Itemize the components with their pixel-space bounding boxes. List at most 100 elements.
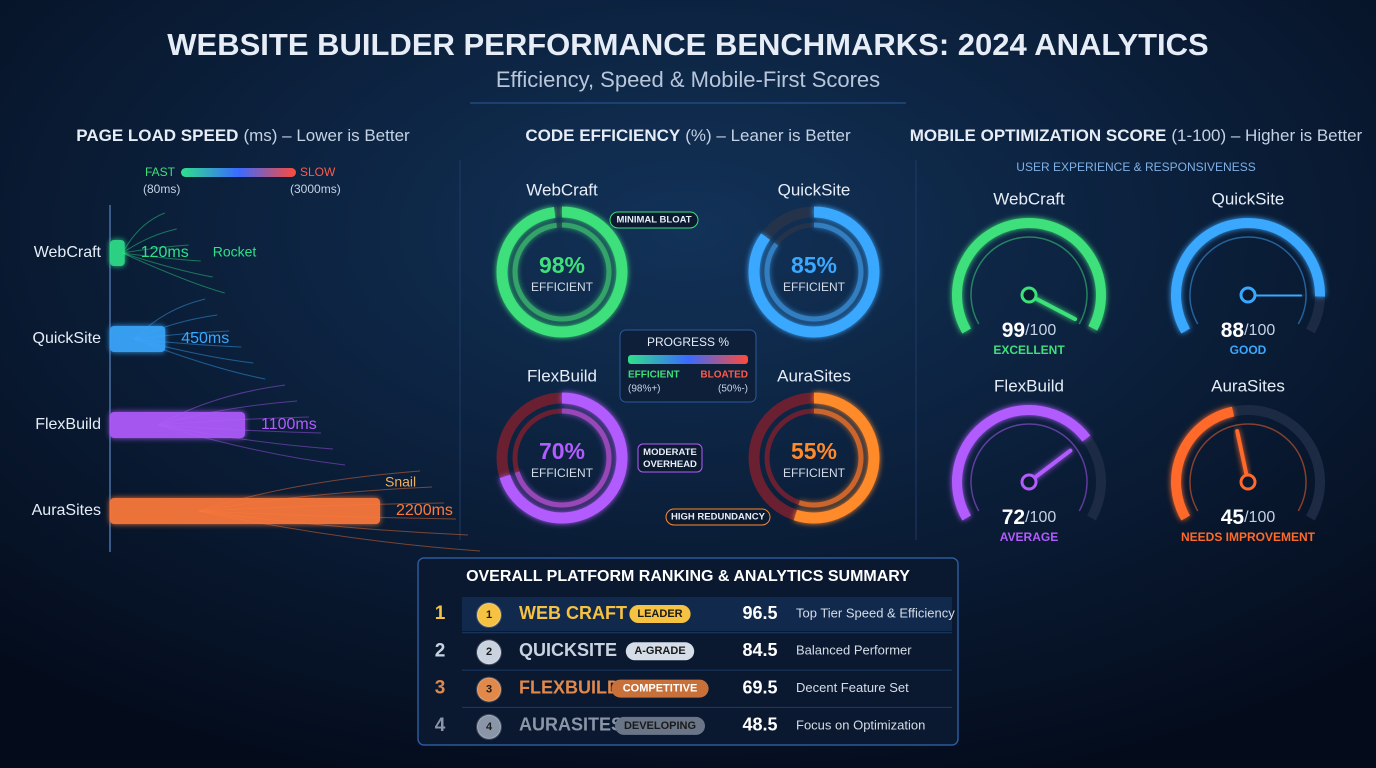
score: 45/100 — [1221, 506, 1276, 529]
section-title: MOBILE OPTIMIZATION SCORE (1-100) – Highe… — [910, 126, 1363, 145]
annotation-pill — [637, 443, 703, 473]
rating: GOOD — [1230, 343, 1267, 357]
value-caption: EFFICIENT — [783, 280, 846, 294]
speed-streak — [122, 252, 225, 294]
bar — [110, 240, 125, 266]
gauge-needle — [1246, 293, 1302, 299]
value-caption: EFFICIENT — [783, 466, 846, 480]
gauge-hub — [1020, 473, 1038, 491]
bar — [110, 498, 380, 524]
section-title-note: (1-100) – Higher is Better — [1171, 126, 1362, 145]
rank: 2 — [435, 640, 446, 661]
gauge-arc — [952, 405, 1091, 521]
donut-arc — [496, 392, 628, 524]
section-title: PAGE LOAD SPEED (ms) – Lower is Better — [76, 126, 410, 145]
row-highlight — [462, 597, 952, 631]
medal-rank: 4 — [486, 721, 493, 733]
rating: EXCELLENT — [993, 343, 1065, 357]
category-label: WebCraft — [526, 180, 598, 199]
donut-arc — [748, 392, 880, 524]
legend-label: (3000ms) — [290, 182, 341, 196]
annotation-line: MODERATE — [643, 447, 697, 458]
gauge-hub — [1239, 286, 1257, 304]
annotation-line: OVERHEAD — [643, 459, 697, 470]
gauge-arc — [952, 218, 1106, 334]
score-suffix: /100 — [1244, 322, 1275, 339]
badge-label: A-GRADE — [634, 645, 685, 657]
gauge-needle — [1027, 293, 1078, 322]
gauge-inner — [1189, 423, 1307, 512]
score: 84.5 — [742, 640, 777, 660]
value-label: 70% — [539, 438, 585, 464]
legend-box — [619, 329, 757, 403]
badge-label: COMPETITIVE — [623, 683, 698, 695]
donut-arc — [512, 408, 612, 508]
legend-label: SLOW — [300, 165, 336, 179]
badge — [625, 642, 695, 661]
category-label: WebCraft — [34, 244, 102, 261]
bar — [110, 412, 245, 438]
score: 48.5 — [742, 715, 777, 735]
note: Balanced Performer — [796, 643, 912, 658]
category-label: FlexBuild — [994, 376, 1064, 395]
rank: 4 — [435, 715, 446, 736]
annotation: HIGH REDUNDANCY — [671, 512, 766, 523]
annotation: Rocket — [213, 244, 257, 260]
gauge-inner — [970, 423, 1088, 512]
platform-name: QUICKSITE — [519, 640, 617, 660]
medal-rank: 1 — [486, 609, 492, 621]
medal — [476, 602, 502, 628]
speed-streak — [122, 252, 201, 262]
category-label: WebCraft — [993, 189, 1065, 208]
annotation-pill — [665, 508, 771, 526]
medal-rank: 3 — [486, 684, 492, 696]
value-label: 1100ms — [261, 416, 317, 433]
value-caption: EFFICIENT — [531, 280, 594, 294]
legend-label: (98%+) — [628, 384, 661, 395]
donut-arc — [764, 222, 864, 322]
section-title-main: PAGE LOAD SPEED — [76, 126, 238, 145]
legend-label: BLOATED — [700, 370, 748, 381]
legend-scale — [628, 355, 748, 364]
score: 69.5 — [742, 677, 777, 697]
score: 72/100 — [1002, 506, 1057, 529]
section-title-main: CODE EFFICIENCY — [525, 126, 681, 145]
score-suffix: /100 — [1244, 509, 1275, 526]
badge — [629, 605, 691, 623]
section-title-note: (%) – Leaner is Better — [685, 126, 851, 145]
annotation: Snail — [385, 474, 416, 490]
gauge-needle — [1235, 429, 1250, 484]
legend-title: PROGRESS % — [647, 335, 729, 349]
note: Top Tier Speed & Efficiency — [796, 605, 955, 620]
legend-label: (80ms) — [143, 182, 180, 196]
category-label: QuickSite — [33, 330, 102, 347]
platform-name: WEB CRAFT — [519, 603, 627, 623]
category-label: QuickSite — [778, 180, 851, 199]
gauge-hub — [1020, 286, 1038, 304]
badge-label: LEADER — [637, 608, 682, 620]
platform-name: AURASITES — [519, 715, 623, 735]
table-title: OVERALL PLATFORM RANKING & ANALYTICS SUM… — [466, 568, 910, 585]
category-label: QuickSite — [1212, 189, 1285, 208]
score-suffix: /100 — [1025, 509, 1056, 526]
value-label: 2200ms — [396, 502, 453, 519]
badge — [611, 679, 709, 698]
section-title-main: MOBILE OPTIMIZATION SCORE — [910, 126, 1167, 145]
gauge-needle — [1027, 448, 1073, 484]
category-label: FlexBuild — [527, 366, 597, 385]
speed-streak — [121, 212, 165, 254]
gauge-inner — [1189, 236, 1307, 325]
speed-streak — [122, 244, 189, 254]
note: Decent Feature Set — [796, 680, 909, 695]
medal — [476, 639, 502, 666]
score: 99/100 — [1002, 319, 1057, 342]
legend-label: EFFICIENT — [628, 370, 680, 381]
category-label: AuraSites — [1211, 376, 1285, 395]
speed-streak — [122, 252, 213, 278]
page-subtitle: Efficiency, Speed & Mobile-First Scores — [496, 67, 880, 92]
section-subtitle: USER EXPERIENCE & RESPONSIVENESS — [1016, 160, 1255, 174]
score-value: 72 — [1002, 506, 1025, 529]
speed-streak — [122, 228, 177, 254]
donut-arc — [512, 222, 612, 322]
